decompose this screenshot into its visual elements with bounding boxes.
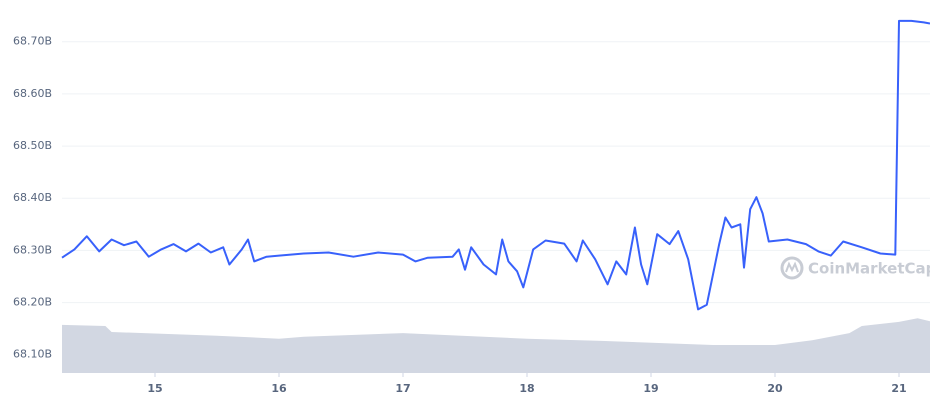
x-tick-label: 20	[767, 382, 783, 395]
y-tick-label: 68.50B	[13, 139, 52, 152]
x-tick-label: 19	[643, 382, 658, 395]
x-tick-label: 15	[147, 382, 162, 395]
y-tick-label: 68.10B	[13, 348, 52, 361]
plot: 68.10B 68.20B 68.30B 68.40B 68.50B 68.60B 68.7…	[13, 19, 930, 395]
x-tick-label: 18	[519, 382, 534, 395]
x-tick-label: 16	[271, 382, 287, 395]
y-tick-label: 68.30B	[13, 243, 52, 256]
watermark: CoinMarketCap	[808, 260, 930, 278]
x-tick-label: 17	[395, 382, 410, 395]
y-tick-label: 68.60B	[13, 87, 52, 100]
price-line	[61, 19, 930, 311]
y-tick-label: 68.20B	[13, 296, 52, 309]
y-tick-label: 68.40B	[13, 191, 52, 204]
volume-area	[62, 318, 930, 373]
y-tick-label: 68.70B	[13, 35, 52, 48]
watermark-logo	[780, 256, 804, 280]
x-tick-label: 21	[891, 382, 906, 395]
